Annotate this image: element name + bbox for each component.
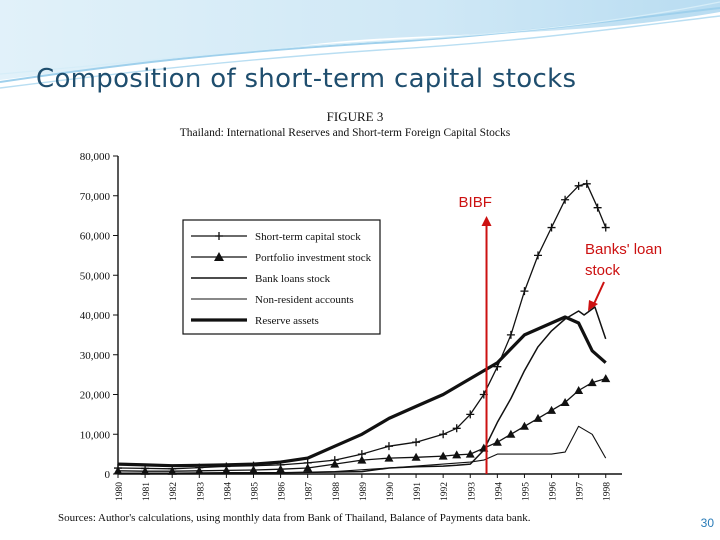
x-tick-label: 1983 xyxy=(196,482,206,501)
data-point-plus xyxy=(384,442,393,451)
x-tick-label: 1981 xyxy=(142,482,152,501)
bibf-label: BIBF xyxy=(459,194,492,211)
data-point-triangle xyxy=(248,465,258,474)
data-point-triangle xyxy=(438,451,448,460)
y-tick-label: 20,000 xyxy=(80,390,111,402)
legend-marker-triangle xyxy=(214,252,224,261)
banks-loan-arrow-line xyxy=(592,281,605,307)
legend-label: Short-term capital stock xyxy=(255,231,361,243)
legend-box xyxy=(182,219,381,335)
page-number: 30 xyxy=(700,516,714,530)
data-point-triangle xyxy=(330,459,340,468)
x-tick-label: 1998 xyxy=(603,482,613,501)
data-point-triangle xyxy=(547,405,557,414)
series-line-reserve-assets xyxy=(117,315,607,468)
data-point-plus xyxy=(452,424,461,433)
x-tick-label: 1980 xyxy=(115,482,125,501)
data-point-plus xyxy=(547,223,556,232)
legend-label: Reserve assets xyxy=(255,315,319,327)
data-point-plus xyxy=(601,223,610,232)
y-tick-label: 30,000 xyxy=(80,350,111,362)
data-point-triangle xyxy=(533,413,543,422)
bibf-arrowhead xyxy=(481,216,492,226)
legend-marker-plus xyxy=(215,232,223,240)
data-point-plus xyxy=(412,438,421,447)
data-point-triangle xyxy=(574,386,584,395)
slide-swoosh-decoration xyxy=(0,0,720,89)
x-tick-label: 1982 xyxy=(169,482,179,501)
data-point-triangle xyxy=(357,455,367,464)
data-point-triangle xyxy=(492,437,502,446)
y-tick-label: 10,000 xyxy=(80,429,111,441)
legend-label: Portfolio investment stock xyxy=(255,252,372,264)
figure-subtitle: Thailand: International Reserves and Sho… xyxy=(180,127,511,139)
x-tick-label: 1991 xyxy=(413,482,423,501)
slide-title: Composition of short-term capital stocks xyxy=(36,64,577,94)
banks-loan-arrowhead xyxy=(588,300,598,311)
y-tick-label: 70,000 xyxy=(80,191,111,203)
y-tick-label: 50,000 xyxy=(80,270,111,282)
figure-source: Sources: Author's calculations, using mo… xyxy=(58,512,531,524)
data-point-triangle xyxy=(221,465,231,474)
data-point-triangle xyxy=(506,429,516,438)
legend-label: Bank loans stock xyxy=(255,273,331,285)
data-point-triangle xyxy=(587,378,597,387)
data-point-triangle xyxy=(303,463,313,472)
banks-loan-label-line1: Banks' loan xyxy=(585,241,662,258)
data-point-plus xyxy=(534,251,542,260)
data-point-triangle xyxy=(465,449,475,458)
data-point-triangle xyxy=(276,464,286,473)
data-point-triangle xyxy=(601,374,611,383)
data-point-triangle xyxy=(411,452,421,461)
y-tick-label: 0 xyxy=(105,469,111,481)
data-point-plus xyxy=(520,287,529,296)
x-tick-label: 1992 xyxy=(440,482,450,501)
data-point-triangle xyxy=(113,466,123,475)
figure-label: FIGURE 3 xyxy=(327,109,384,124)
y-tick-label: 60,000 xyxy=(80,231,111,243)
x-tick-label: 1985 xyxy=(250,482,260,501)
data-point-plus xyxy=(439,430,448,439)
x-tick-label: 1994 xyxy=(494,482,504,501)
data-point-plus xyxy=(582,179,591,188)
data-point-plus xyxy=(561,195,570,204)
x-tick-label: 1987 xyxy=(305,482,315,501)
data-point-plus xyxy=(593,203,602,212)
x-tick-label: 1995 xyxy=(521,482,531,501)
legend-label: Non-resident accounts xyxy=(255,294,354,306)
data-point-plus xyxy=(506,330,515,339)
x-tick-label: 1996 xyxy=(549,482,559,501)
x-tick-label: 1984 xyxy=(223,482,233,501)
data-point-triangle xyxy=(560,397,570,406)
data-point-triangle xyxy=(452,450,462,459)
y-tick-label: 40,000 xyxy=(80,310,111,322)
x-tick-label: 1986 xyxy=(278,482,288,501)
data-point-plus xyxy=(574,181,583,190)
y-tick-label: 80,000 xyxy=(80,151,111,163)
data-point-triangle xyxy=(384,453,394,462)
x-tick-label: 1993 xyxy=(467,482,477,501)
x-tick-label: 1990 xyxy=(386,482,396,501)
x-tick-label: 1989 xyxy=(359,482,369,501)
data-point-triangle xyxy=(519,421,529,430)
series-line-non-resident-accounts xyxy=(118,425,607,475)
x-tick-label: 1997 xyxy=(576,482,586,501)
data-point-plus xyxy=(466,410,475,419)
banks-loan-label-line2: stock xyxy=(585,262,621,279)
x-tick-label: 1988 xyxy=(332,482,342,501)
